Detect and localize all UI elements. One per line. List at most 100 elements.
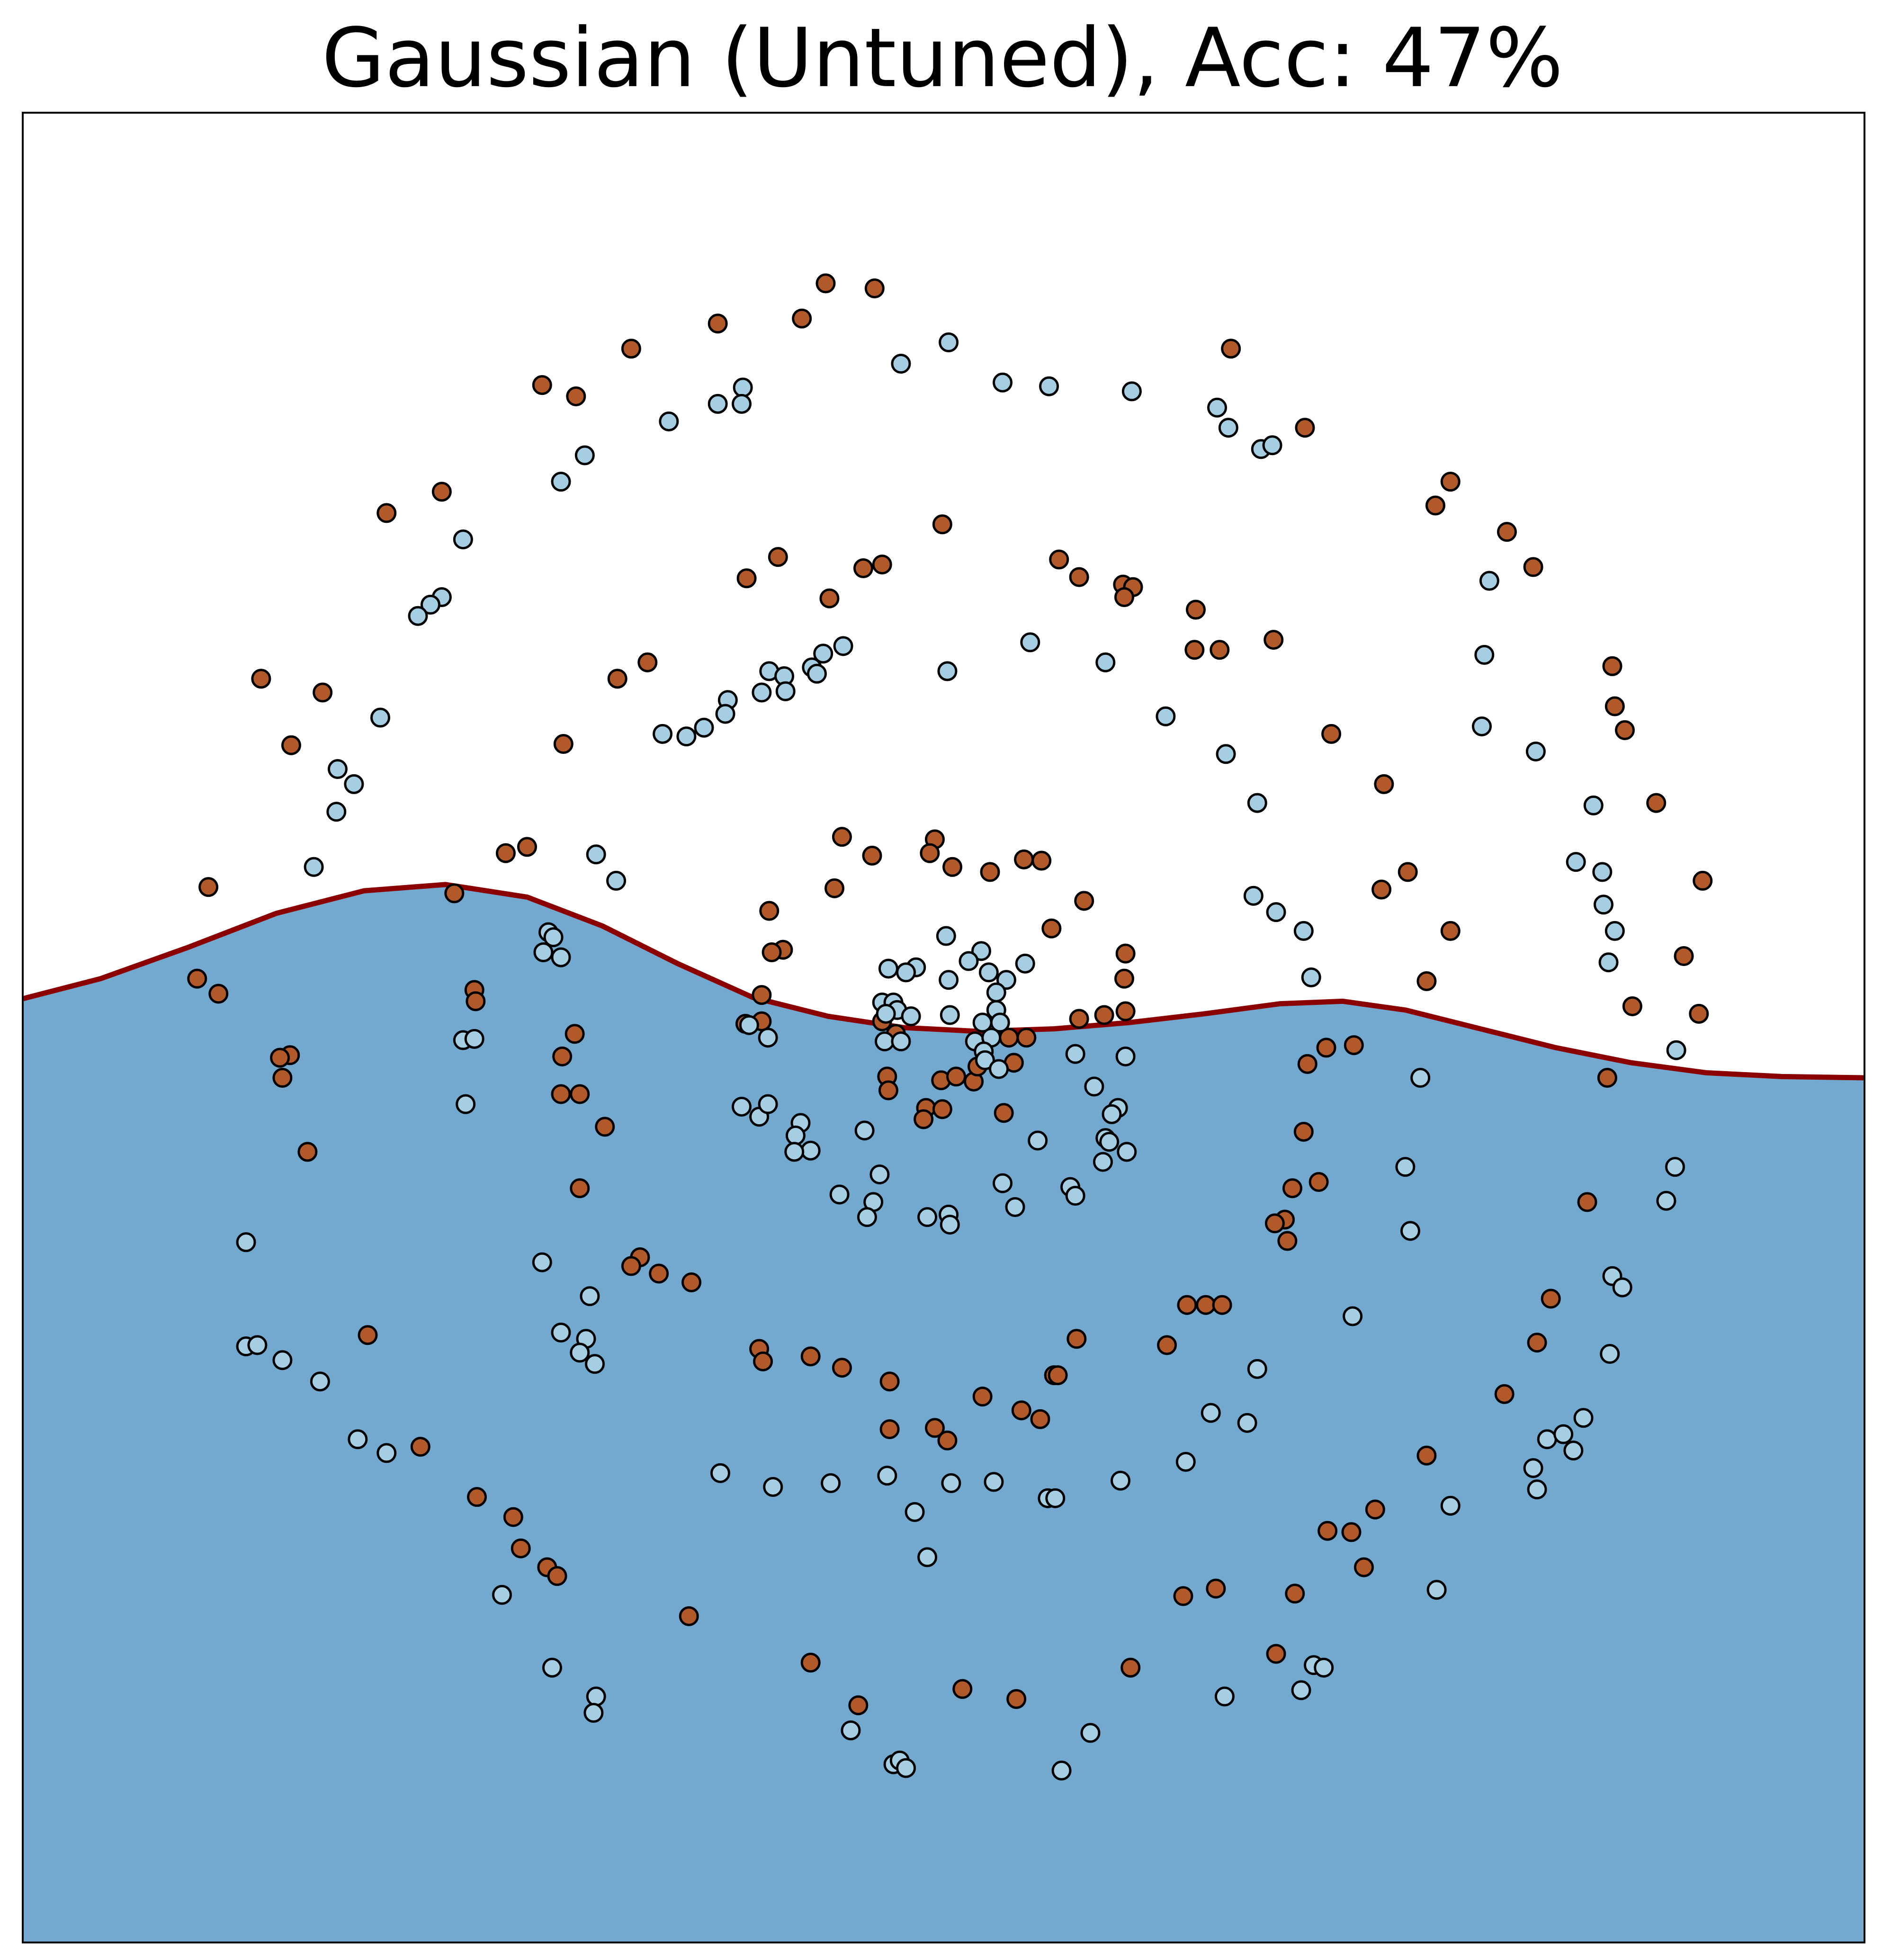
data-point	[1612, 1277, 1632, 1298]
data-point	[1398, 862, 1418, 882]
data-point	[775, 681, 796, 701]
data-point	[1016, 1028, 1037, 1048]
data-point	[984, 1472, 1004, 1492]
data-point	[759, 901, 780, 921]
data-point	[959, 951, 979, 971]
data-point	[1011, 1400, 1031, 1421]
data-point	[585, 1354, 605, 1374]
data-point	[914, 1109, 934, 1129]
data-point	[800, 1346, 821, 1367]
data-point	[1066, 1329, 1087, 1349]
data-point	[715, 704, 735, 724]
data-point	[1216, 744, 1236, 764]
data-point	[972, 1012, 993, 1033]
data-point	[1114, 587, 1134, 607]
data-point	[1117, 1142, 1137, 1162]
data-point	[937, 661, 958, 681]
data-point	[517, 837, 537, 857]
data-point	[1622, 996, 1642, 1016]
data-point	[1553, 1424, 1574, 1444]
data-point	[853, 558, 873, 579]
data-point	[453, 529, 473, 550]
data-point	[586, 844, 606, 865]
data-point	[1527, 1333, 1547, 1353]
data-point	[297, 1142, 318, 1162]
data-point	[694, 717, 714, 738]
data-point	[824, 878, 845, 898]
data-point	[1541, 1289, 1561, 1309]
data-point	[410, 1437, 430, 1457]
data-point	[978, 962, 999, 983]
data-point	[833, 636, 853, 656]
data-point	[952, 1679, 973, 1699]
data-point	[1014, 849, 1034, 869]
data-point	[989, 1059, 1009, 1079]
data-point	[941, 1473, 961, 1494]
data-point	[878, 958, 898, 979]
data-point	[420, 594, 440, 615]
data-point	[1400, 1221, 1420, 1241]
data-point	[1115, 1001, 1136, 1021]
data-point	[862, 845, 882, 866]
data-point	[1074, 891, 1094, 911]
data-point	[1693, 870, 1713, 891]
data-point	[878, 1080, 898, 1101]
data-point	[940, 1005, 960, 1025]
data-point	[1425, 495, 1445, 516]
data-point	[1293, 1121, 1314, 1142]
data-point	[1656, 1190, 1676, 1211]
data-point	[1030, 1409, 1050, 1429]
data-point	[376, 503, 397, 523]
data-point	[832, 827, 852, 847]
data-point	[896, 962, 916, 983]
data-point	[1266, 1644, 1286, 1664]
data-point	[621, 1256, 641, 1276]
data-point	[1479, 571, 1499, 591]
data-point	[1262, 435, 1282, 456]
data-point	[816, 273, 836, 294]
data-point	[552, 1046, 573, 1066]
plot-frame	[22, 112, 1865, 1943]
data-point	[1084, 1076, 1104, 1097]
data-point	[532, 1252, 552, 1272]
data-point	[1210, 640, 1230, 660]
data-point	[1666, 1040, 1686, 1060]
data-point	[1410, 1068, 1431, 1088]
data-point	[676, 726, 697, 747]
data-point	[621, 339, 641, 359]
data-point	[270, 1047, 290, 1068]
data-point	[551, 947, 571, 967]
data-point	[936, 926, 956, 946]
data-point	[821, 1473, 841, 1494]
data-point	[542, 1657, 562, 1678]
data-point	[1069, 567, 1089, 587]
data-point	[768, 547, 788, 567]
data-point	[1440, 472, 1461, 492]
data-point	[739, 1015, 759, 1035]
data-point	[1048, 1365, 1068, 1386]
data-point	[1247, 1359, 1267, 1379]
data-point	[565, 1024, 585, 1044]
data-point	[659, 411, 679, 431]
data-point	[551, 1084, 571, 1104]
data-point	[1206, 1578, 1226, 1599]
data-point	[327, 759, 348, 779]
data-point	[1080, 1723, 1101, 1743]
data-point	[595, 1117, 615, 1137]
data-point	[1175, 1451, 1196, 1472]
data-point	[1005, 1197, 1025, 1217]
data-point	[1015, 953, 1035, 974]
data-point	[905, 1502, 925, 1522]
data-point	[1045, 1488, 1066, 1508]
data-point	[829, 1184, 850, 1205]
data-point	[1494, 1384, 1515, 1404]
data-point	[547, 1566, 567, 1586]
data-point	[869, 1164, 890, 1185]
data-point	[1474, 644, 1495, 665]
data-point	[1573, 1408, 1594, 1428]
data-point	[344, 774, 364, 794]
data-point	[570, 1178, 590, 1199]
data-point	[511, 1538, 531, 1558]
data-point	[1221, 339, 1241, 359]
data-point	[1343, 1306, 1363, 1326]
